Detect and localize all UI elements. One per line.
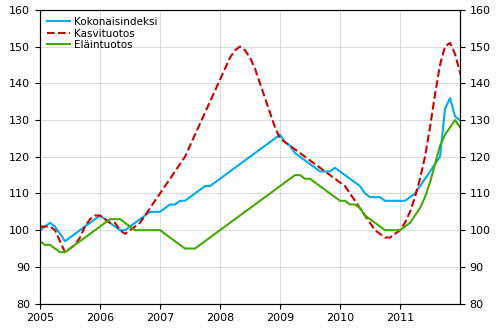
Eläintuotos [167, 236, 173, 240]
Kasvituotos [382, 236, 388, 240]
Kokonaisindeksi [257, 148, 263, 151]
Kokonaisindeksi [37, 228, 43, 232]
Kasvituotos [257, 81, 263, 85]
Kokonaisindeksi [47, 221, 53, 225]
Kokonaisindeksi [62, 239, 68, 243]
Kasvituotos [447, 41, 453, 45]
Kasvituotos [62, 250, 68, 254]
Line: Kokonaisindeksi: Kokonaisindeksi [40, 98, 475, 241]
Eläintuotos [162, 232, 168, 236]
Eläintuotos [37, 239, 43, 243]
Eläintuotos [452, 118, 458, 122]
Kasvituotos [167, 177, 173, 181]
Legend: Kokonaisindeksi, Kasvituotos, Eläintuotos: Kokonaisindeksi, Kasvituotos, Eläintuoto… [45, 15, 160, 52]
Kasvituotos [472, 125, 478, 129]
Kasvituotos [37, 224, 43, 228]
Line: Kasvituotos: Kasvituotos [40, 43, 475, 252]
Kokonaisindeksi [447, 96, 453, 100]
Eläintuotos [297, 173, 303, 177]
Eläintuotos [47, 243, 53, 247]
Kokonaisindeksi [297, 155, 303, 159]
Kokonaisindeksi [472, 133, 478, 137]
Line: Eläintuotos: Eläintuotos [40, 120, 475, 252]
Eläintuotos [472, 136, 478, 140]
Eläintuotos [257, 199, 263, 203]
Kasvituotos [47, 224, 53, 228]
Kokonaisindeksi [162, 206, 168, 210]
Kasvituotos [162, 184, 168, 188]
Kokonaisindeksi [167, 203, 173, 207]
Kasvituotos [297, 151, 303, 155]
Eläintuotos [382, 228, 388, 232]
Eläintuotos [57, 250, 63, 254]
Kokonaisindeksi [382, 199, 388, 203]
